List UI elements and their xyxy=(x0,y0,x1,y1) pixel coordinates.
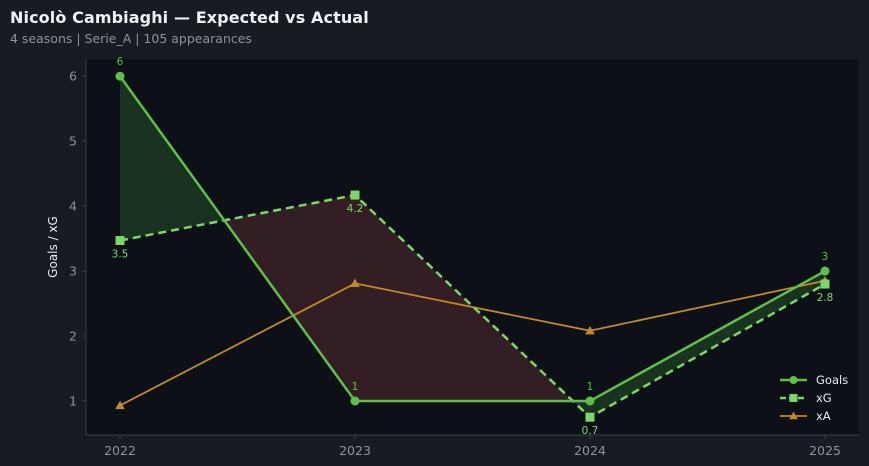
series-line-xg xyxy=(119,193,826,419)
y-axis-label: Goals / xG xyxy=(46,216,60,278)
y-tick-label: 4 xyxy=(69,199,77,214)
point-xa xyxy=(115,400,125,410)
x-tick-label: 2022 xyxy=(104,443,136,458)
y-tick-label: 3 xyxy=(69,264,77,279)
axes: 1 2 3 4 5 6 2022 2023 2024 2025 Goals / xG xyxy=(46,59,859,458)
data-labels: 6 1 1 3 3.5 4.2 0.7 2.8 xyxy=(112,56,834,437)
legend-label-goals: Goals xyxy=(816,373,848,387)
y-tick-label: 2 xyxy=(69,329,77,344)
y-tick-label: 6 xyxy=(69,69,77,84)
point-xa xyxy=(585,326,595,335)
legend-marker-goals xyxy=(789,376,798,384)
series-lines xyxy=(115,71,830,422)
fill-segment xyxy=(590,271,825,418)
xg-data-label: 4.2 xyxy=(347,203,364,215)
legend-label-xg: xG xyxy=(816,391,832,405)
xg-data-label: 0.7 xyxy=(582,425,599,437)
goals-data-label: 1 xyxy=(587,381,594,393)
x-tick-label: 2024 xyxy=(574,443,606,458)
legend: Goals xG xA xyxy=(780,373,848,423)
fill-segment xyxy=(224,195,355,401)
xg-data-label: 2.8 xyxy=(817,292,834,304)
y-tick-label: 5 xyxy=(69,134,77,149)
point-xg xyxy=(820,279,830,289)
point-goals xyxy=(585,396,595,406)
legend-label-xa: xA xyxy=(816,409,831,423)
goals-data-label: 6 xyxy=(117,56,124,68)
y-tick-label: 1 xyxy=(69,393,77,408)
point-goals xyxy=(115,71,125,81)
xg-data-label: 3.5 xyxy=(112,249,129,261)
goals-data-label: 1 xyxy=(352,381,359,393)
x-tick-label: 2025 xyxy=(809,443,841,458)
chart-header: Nicolò Cambiaghi — Expected vs Actual 4 … xyxy=(10,8,369,46)
point-goals xyxy=(820,266,830,276)
series-line-goals xyxy=(118,75,826,403)
goals-data-label: 3 xyxy=(822,251,829,263)
point-xg xyxy=(585,412,595,422)
x-tick-label: 2023 xyxy=(339,443,371,458)
point-xg xyxy=(115,236,125,246)
chart-subtitle: 4 seasons | Serie_A | 105 appearances xyxy=(10,31,252,46)
fill-segment xyxy=(120,76,225,241)
point-goals xyxy=(350,396,360,406)
legend-marker-xg xyxy=(789,394,798,402)
point-xa xyxy=(350,278,360,287)
chart-title: Nicolò Cambiaghi — Expected vs Actual xyxy=(10,8,369,27)
series-line-xa xyxy=(119,279,826,407)
point-xg xyxy=(350,190,360,200)
legend-marker-xa xyxy=(789,411,798,420)
